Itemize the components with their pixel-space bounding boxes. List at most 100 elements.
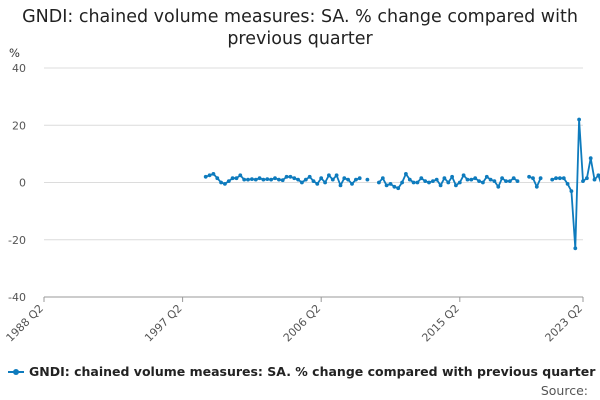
data-point — [400, 180, 404, 185]
data-point — [350, 182, 354, 186]
data-point — [377, 180, 381, 185]
data-point — [207, 173, 212, 178]
y-tick-label: -40 — [8, 291, 26, 304]
data-point — [346, 177, 350, 182]
data-point — [300, 180, 304, 185]
data-point — [311, 179, 316, 184]
data-point — [257, 176, 262, 181]
data-point — [342, 176, 347, 181]
data-point — [423, 179, 428, 184]
data-point — [269, 177, 273, 182]
data-point — [469, 177, 474, 182]
x-tick-label: 2023 Q2 — [543, 302, 586, 345]
data-point — [592, 177, 597, 182]
data-point — [230, 176, 235, 181]
data-point — [500, 176, 504, 181]
data-point — [407, 177, 412, 182]
y-tick-label: 20 — [12, 119, 26, 132]
data-point — [323, 180, 327, 185]
data-point — [504, 179, 508, 184]
data-point — [446, 180, 451, 185]
data-point — [427, 180, 431, 185]
legend-marker — [13, 368, 19, 375]
data-point — [338, 183, 343, 188]
data-point — [396, 186, 401, 191]
data-point — [481, 180, 485, 185]
data-point — [284, 174, 289, 179]
data-point — [253, 177, 258, 182]
data-point — [431, 179, 435, 184]
data-point — [488, 177, 493, 182]
data-point — [211, 172, 216, 176]
data-point — [596, 173, 600, 178]
data-point — [442, 176, 447, 181]
data-point — [384, 183, 389, 188]
data-point — [434, 177, 439, 182]
data-point — [242, 177, 247, 182]
y-axis-label: % — [9, 46, 20, 60]
data-point — [465, 177, 470, 182]
data-point — [508, 179, 512, 184]
data-point — [226, 179, 231, 184]
data-point — [450, 174, 454, 179]
data-point — [477, 179, 481, 184]
data-point — [585, 176, 589, 181]
data-point — [219, 180, 224, 185]
data-point — [319, 176, 324, 181]
data-point — [415, 180, 420, 185]
source-label: Source: — [540, 383, 588, 398]
data-point — [365, 177, 370, 182]
chart-title: GNDI: chained volume measures: SA. % cha… — [22, 7, 578, 49]
data-point — [577, 117, 581, 122]
data-point — [307, 174, 312, 179]
y-tick-label: 0 — [19, 177, 26, 190]
data-point — [531, 176, 535, 181]
data-point — [558, 176, 562, 181]
data-point — [261, 177, 266, 182]
x-tick-label: 2015 Q2 — [419, 302, 462, 345]
data-point — [388, 182, 393, 186]
series-line — [528, 175, 542, 188]
data-point — [288, 174, 293, 179]
data-point — [565, 182, 570, 186]
data-point — [223, 182, 227, 186]
data-point — [461, 173, 466, 178]
data-point — [569, 189, 574, 194]
legend-swatch — [8, 367, 24, 377]
data-point — [334, 173, 339, 178]
data-point — [357, 176, 362, 181]
data-point — [303, 177, 308, 182]
data-point — [484, 174, 489, 179]
series-line — [551, 118, 600, 250]
data-point — [534, 184, 539, 189]
data-point — [561, 176, 566, 181]
data-point — [296, 177, 300, 182]
data-point — [273, 176, 277, 181]
data-point — [550, 177, 555, 182]
y-tick-label: -20 — [8, 234, 26, 247]
data-point — [327, 173, 331, 178]
data-point — [438, 183, 443, 188]
x-tick-label: 1997 Q2 — [142, 302, 185, 345]
data-point — [457, 180, 462, 185]
data-point — [238, 173, 243, 178]
data-point — [411, 180, 416, 185]
data-point — [203, 174, 208, 179]
data-point — [280, 178, 285, 183]
data-point — [573, 246, 578, 251]
data-point — [511, 176, 516, 181]
data-point — [215, 176, 220, 181]
data-point — [473, 176, 478, 181]
x-tick-label: 1988 Q2 — [4, 302, 47, 345]
data-point — [454, 183, 458, 188]
data-point — [292, 176, 297, 181]
data-point — [492, 179, 497, 184]
data-point — [354, 177, 358, 182]
data-point — [315, 182, 320, 186]
data-point — [330, 177, 335, 182]
data-point — [404, 172, 408, 176]
data-point — [246, 177, 250, 182]
data-point — [250, 177, 254, 182]
chart-legend: GNDI: chained volume measures: SA. % cha… — [8, 364, 595, 379]
